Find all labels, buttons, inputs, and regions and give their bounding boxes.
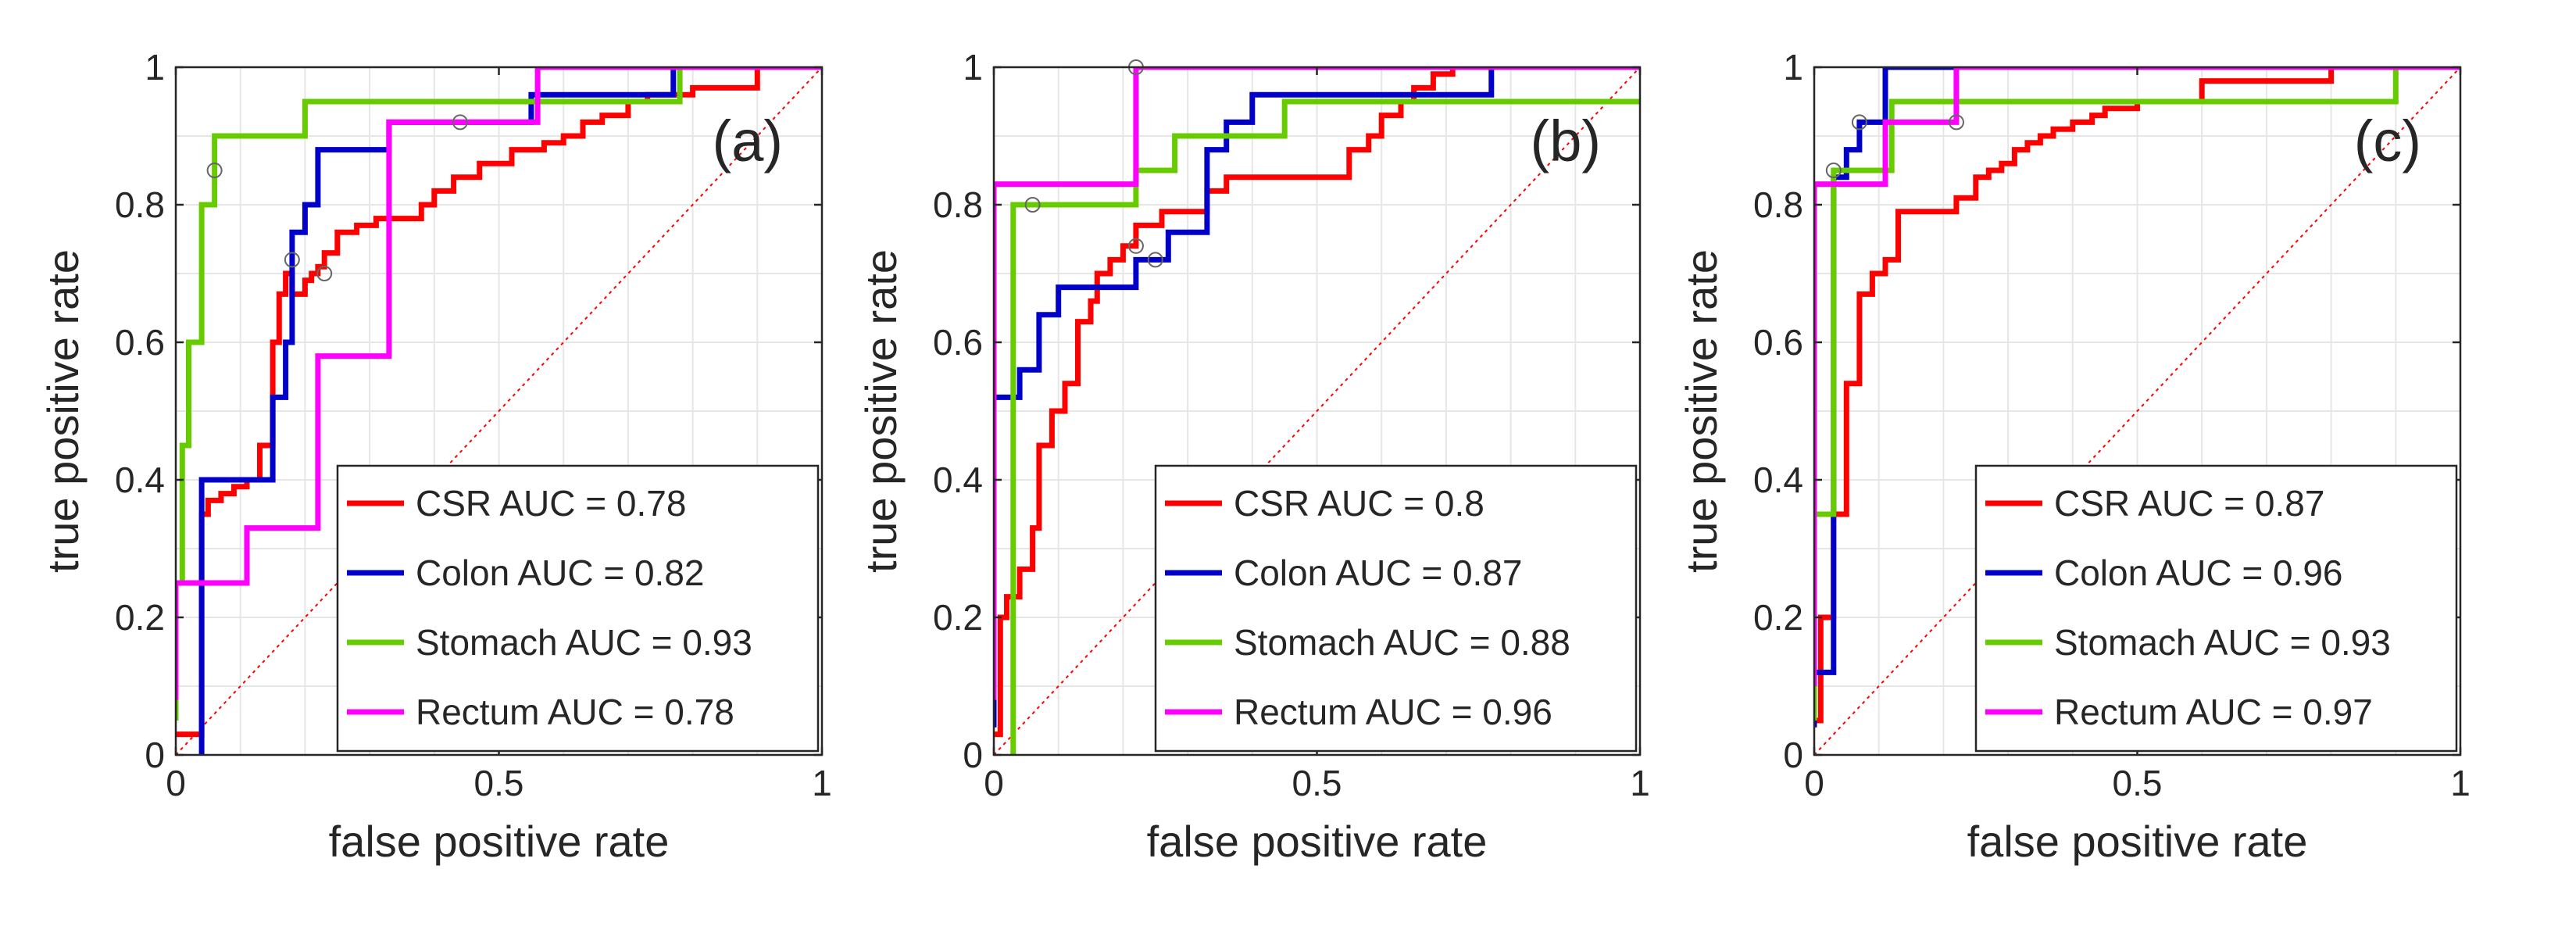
series-line-colon	[1814, 67, 2460, 728]
series-line-stomach	[176, 67, 822, 721]
y-axis-label: true positive rate	[1677, 249, 1726, 573]
y-tick-label: 1	[1783, 47, 1803, 88]
series-group	[1814, 67, 2460, 728]
operating-point-marker	[1127, 238, 1144, 254]
y-tick-label: 0	[963, 735, 983, 775]
roc-panel: 0 0.5 1 0 0.2 0.4 0.6 0.8 1 false positive rate tr…	[1677, 47, 2471, 866]
x-tick-label: 0.5	[2113, 763, 2163, 803]
x-tick-label: 0.5	[474, 763, 524, 803]
y-tick-label: 0.6	[115, 322, 165, 363]
series-line-colon	[994, 67, 1640, 728]
y-tick-label: 0	[145, 735, 165, 775]
operating-point-marker	[1948, 114, 1964, 131]
legend-entry-csr: CSR AUC = 0.87	[2054, 483, 2324, 524]
y-tick-label: 0.4	[933, 460, 983, 500]
x-tick-label: 0	[1804, 763, 1824, 803]
panel-label: (c)	[2354, 109, 2421, 173]
y-tick-label: 1	[145, 47, 165, 88]
panel-label: (b)	[1531, 109, 1601, 173]
legend-box	[1974, 464, 2458, 753]
y-tick-label: 0.2	[933, 597, 983, 638]
series-group	[176, 67, 822, 755]
legend-entry-csr: CSR AUC = 0.78	[416, 483, 686, 524]
panel-label: (a)	[713, 109, 783, 173]
legend-entry-rectum: Rectum AUC = 0.97	[2054, 692, 2373, 732]
x-tick-label: 0	[166, 763, 186, 803]
x-axis-label: false positive rate	[1967, 817, 2308, 866]
y-tick-label: 0.2	[115, 597, 165, 638]
chance-diagonal	[993, 66, 1641, 756]
x-tick-label: 0.5	[1292, 763, 1342, 803]
legend-entry-rectum: Rectum AUC = 0.78	[416, 692, 734, 732]
x-tick-label: 1	[2450, 763, 2471, 803]
operating-point-marker	[1825, 163, 1842, 178]
legend: CSR AUC = 0.87 Colon AUC = 0.96 Stomach AU…	[1974, 464, 2458, 753]
legend: CSR AUC = 0.8 Colon AUC = 0.87 Stomach AUC…	[1154, 464, 1638, 753]
y-tick-label: 0.8	[115, 184, 165, 225]
operating-point-marker	[284, 252, 300, 268]
chance-diagonal	[1813, 66, 2461, 756]
operating-point-marker	[452, 114, 468, 131]
x-axis-label: false positive rate	[329, 817, 670, 866]
roc-panel: 0 0.5 1 0 0.2 0.4 0.6 0.8 1 false positive rate tr…	[856, 47, 1650, 866]
y-tick-label: 0.6	[933, 322, 983, 363]
legend-entry-stomach: Stomach AUC = 0.88	[1234, 622, 1570, 663]
x-tick-label: 0	[984, 763, 1004, 803]
series-line-stomach	[1010, 98, 1640, 755]
x-tick-label: 1	[1630, 763, 1650, 803]
y-tick-label: 0.4	[1753, 460, 1803, 500]
operating-point-marker	[1024, 197, 1041, 213]
legend: CSR AUC = 0.78 Colon AUC = 0.82 Stomach AU…	[336, 464, 820, 753]
roc-panel: 0 0.5 1 0 0.2 0.4 0.6 0.8 1 false positive rate tr…	[38, 47, 832, 866]
y-tick-label: 0.2	[1753, 597, 1803, 638]
x-tick-label: 1	[812, 763, 832, 803]
legend-entry-rectum: Rectum AUC = 0.96	[1234, 692, 1552, 732]
series-line-rectum	[176, 67, 822, 700]
legend-entry-stomach: Stomach AUC = 0.93	[2054, 622, 2391, 663]
legend-entry-stomach: Stomach AUC = 0.93	[416, 622, 752, 663]
y-tick-label: 1	[963, 47, 983, 88]
y-tick-label: 0	[1783, 735, 1803, 775]
legend-box	[336, 464, 820, 753]
operating-point-marker	[1147, 252, 1163, 268]
y-tick-label: 0.4	[115, 460, 165, 500]
y-tick-label: 0.8	[933, 184, 983, 225]
series-line-csr	[1814, 67, 2460, 724]
series-line-stomach	[1814, 67, 2460, 721]
y-tick-label: 0.8	[1753, 184, 1803, 225]
operating-point-marker	[1851, 114, 1867, 131]
legend-entry-colon: Colon AUC = 0.87	[1234, 553, 1523, 593]
y-tick-label: 0.6	[1753, 322, 1803, 363]
legend-entry-colon: Colon AUC = 0.82	[416, 553, 705, 593]
chance-diagonal	[175, 66, 823, 756]
series-line-colon	[198, 67, 822, 755]
operating-point-marker	[206, 163, 223, 178]
x-axis-label: false positive rate	[1147, 817, 1488, 866]
y-axis-label: true positive rate	[856, 249, 906, 573]
legend-entry-csr: CSR AUC = 0.8	[1234, 483, 1485, 524]
series-line-rectum	[1814, 67, 2460, 686]
legend-box	[1154, 464, 1638, 753]
y-axis-label: true positive rate	[38, 249, 88, 573]
legend-entry-colon: Colon AUC = 0.96	[2054, 553, 2343, 593]
series-line-rectum	[994, 67, 1640, 700]
operating-point-marker	[316, 266, 333, 281]
